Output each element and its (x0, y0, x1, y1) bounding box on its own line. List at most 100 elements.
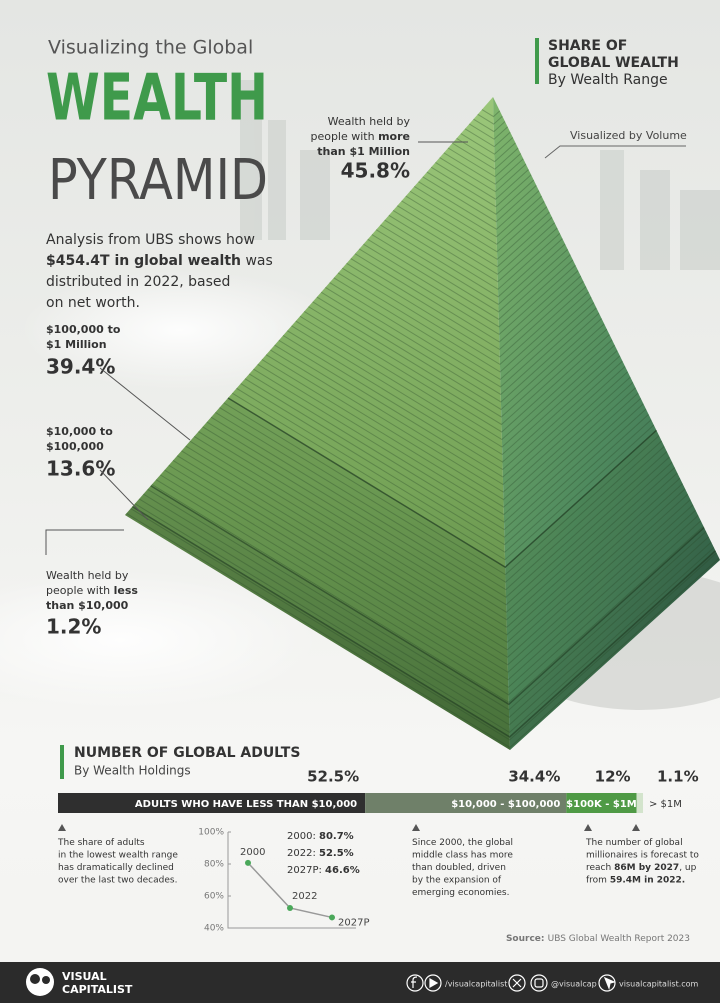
brick-course (325, 286, 597, 396)
brick-course (160, 474, 699, 688)
brick-course (206, 421, 670, 606)
brick-course (143, 493, 709, 718)
stat-text: 2022: 52.5% (287, 848, 354, 859)
point (329, 914, 335, 921)
pyramid-left-face (125, 97, 510, 750)
text-run: 2000: (287, 831, 319, 842)
source: Source: UBS Global Wealth Report 2023 (506, 934, 690, 944)
tier-label: people with more (310, 130, 410, 143)
brick-course (409, 190, 545, 245)
point (287, 905, 293, 911)
pyramid-tier-shade (125, 506, 720, 750)
note-marker (632, 824, 640, 831)
text-run: The number of global (585, 838, 683, 848)
text-run: in the lowest wealth range (58, 850, 178, 860)
brick-course (435, 161, 529, 200)
tier-share: 45.8% (341, 159, 410, 183)
brick-course (375, 229, 566, 305)
brick-course (240, 383, 649, 546)
note-text: than doubled, driven (412, 863, 506, 873)
brick-course (452, 142, 519, 170)
brick-course (181, 450, 686, 651)
text-run: has dramatically declined (58, 863, 174, 873)
intro-text: distributed in 2022, based (46, 274, 230, 290)
stat-text: 2027P: 46.6% (287, 865, 360, 876)
tier-label: $100,000 to (46, 323, 121, 336)
pyramid (125, 97, 720, 750)
bar-segment (58, 793, 366, 813)
pyramid-tier-shade (132, 485, 716, 737)
brick-course (473, 118, 506, 133)
brick-course (303, 311, 610, 433)
text-run: Analysis from UBS shows how (46, 232, 255, 248)
segment-label: $100K - $1M (566, 799, 637, 810)
note-text: reach 86M by 2027, up (586, 863, 697, 873)
tier-boundary (227, 397, 657, 569)
text-run: emerging economies. (412, 888, 509, 898)
brick-course (464, 128, 511, 148)
text-run: $100,000 to (46, 323, 121, 336)
brick-course (270, 349, 631, 493)
brick-course (333, 277, 592, 381)
brick-course (329, 282, 595, 388)
bar-segment (365, 793, 567, 813)
text-run: by the expansion of (412, 875, 502, 885)
text-run: people with (310, 130, 378, 143)
brick-course (274, 344, 629, 486)
pyramid-tier-shade (150, 397, 705, 705)
brick-course (430, 166, 532, 208)
text-run: people with (46, 584, 114, 597)
tier-label: Wealth held by (328, 115, 411, 128)
y-tick-label: 100% (198, 828, 224, 838)
tier-boundary (131, 505, 716, 738)
text-run: distributed in 2022, based (46, 274, 230, 290)
tier-label: than $1 Million (317, 145, 410, 158)
legend-title: GLOBAL WEALTH (548, 55, 679, 71)
note-text: over the last two decades. (58, 875, 177, 885)
text-run: By Wealth Range (548, 72, 668, 88)
brick-course (337, 272, 589, 373)
note-text: from 59.4M in 2022. (586, 875, 685, 885)
segment-label: $10,000 - $100,000 (451, 799, 560, 810)
note-text: in the lowest wealth range (58, 850, 178, 860)
tier-share: 39.4% (46, 355, 115, 379)
brick-course (308, 306, 608, 426)
brick-course (367, 238, 571, 320)
text-run: millionaires is forecast to (586, 850, 699, 860)
note-marker (412, 824, 420, 831)
brick-course (426, 171, 535, 215)
tier-label: Wealth held by (46, 569, 129, 582)
brick-course (418, 181, 540, 230)
stat-text: 2000: 80.7% (287, 831, 354, 842)
value-label: 34.4% (508, 768, 560, 786)
tier-label: $100,000 (46, 440, 104, 453)
brick-course (447, 147, 522, 178)
y-tick-label: 80% (204, 860, 224, 870)
tier-share: 13.6% (46, 457, 115, 481)
brick-course (392, 210, 555, 275)
brick-course (215, 411, 665, 591)
brick-course (176, 455, 689, 658)
pyramid-right-face (493, 97, 720, 750)
brick-course (413, 186, 542, 238)
text-run: 2027P: (287, 865, 325, 876)
text-run: Since 2000, the global (412, 838, 513, 848)
skyline (240, 80, 720, 270)
brick-course (443, 152, 524, 185)
brick-course (147, 488, 707, 711)
brick-course (265, 354, 634, 501)
text-run: The share of adults (57, 838, 145, 848)
text-run: on net worth. (46, 295, 140, 311)
brick-course (342, 267, 587, 366)
value-label: 12% (595, 768, 631, 786)
text-run: Wealth held by (328, 115, 411, 128)
brick-course (312, 301, 605, 418)
brick-course (477, 113, 503, 125)
brick-course (397, 205, 553, 268)
x-category-label: 2027P (338, 917, 369, 928)
brick-course (456, 137, 516, 163)
note-marker (58, 824, 66, 831)
brick-course (248, 373, 644, 531)
note-text: has dramatically declined (58, 863, 174, 873)
